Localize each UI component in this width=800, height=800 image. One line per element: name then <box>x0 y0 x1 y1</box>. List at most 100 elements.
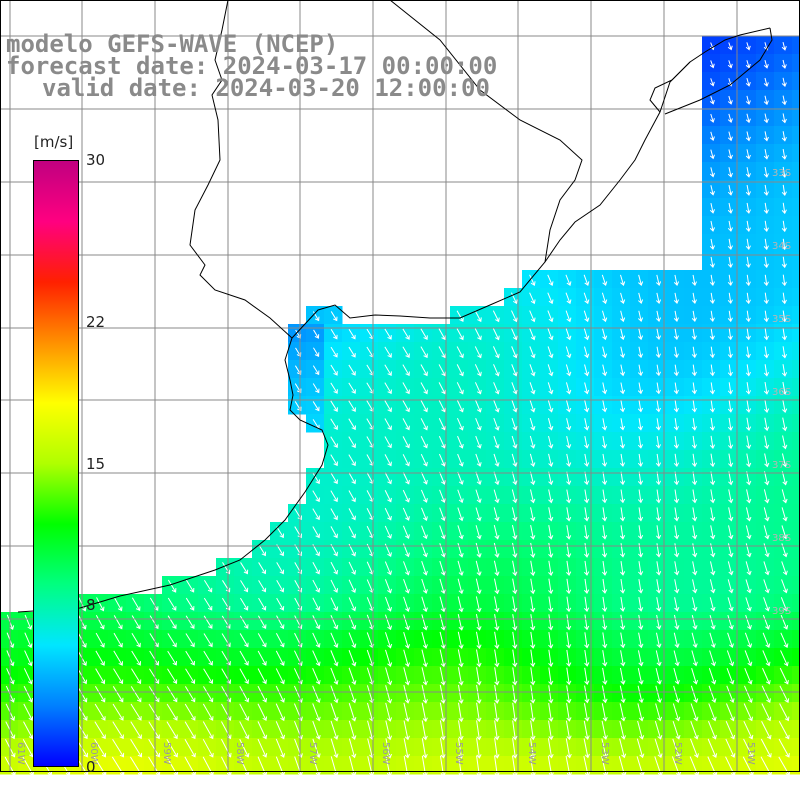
wind-cell <box>666 630 685 649</box>
wind-cell <box>756 306 775 325</box>
wind-cell <box>504 540 523 559</box>
wind-arrow <box>602 328 608 341</box>
wind-arrow <box>312 720 321 740</box>
coastline-lagoon <box>649 27 773 115</box>
wind-arrow <box>403 702 410 723</box>
wind-arrow <box>185 668 196 685</box>
wind-arrow <box>655 703 663 722</box>
wind-arrow <box>727 274 733 287</box>
wind-arrow <box>384 400 392 413</box>
wind-arrow <box>744 667 753 685</box>
wind-cell <box>774 504 793 523</box>
wind-arrow <box>727 292 733 305</box>
wind-arrow <box>565 346 572 359</box>
wind-arrow <box>530 525 536 540</box>
wind-arrow <box>655 400 661 413</box>
wind-arrow <box>601 738 609 759</box>
wind-arrow <box>530 614 536 631</box>
wind-cell <box>792 468 800 487</box>
wind-arrow <box>745 292 751 305</box>
wind-arrow <box>709 292 715 305</box>
wind-arrow <box>475 507 482 522</box>
wind-cell <box>630 432 649 451</box>
wind-arrow <box>367 756 375 777</box>
wind-cell <box>576 720 595 739</box>
wind-arrow <box>745 167 751 178</box>
wind-cell <box>684 468 703 487</box>
wind-cell <box>576 540 595 559</box>
wind-arrow <box>727 167 733 178</box>
wind-arrow <box>602 667 608 685</box>
wind-cell <box>576 594 595 613</box>
wind-arrow <box>673 274 680 286</box>
colorbar <box>33 160 79 767</box>
wind-arrow <box>763 113 769 124</box>
wind-arrow <box>547 292 554 305</box>
wind-arrow <box>602 382 608 395</box>
wind-arrow <box>601 489 608 504</box>
wind-cell <box>774 324 793 343</box>
wind-arrow <box>566 632 572 649</box>
wind-arrow <box>583 328 590 341</box>
wind-cell <box>666 648 685 667</box>
wind-cell <box>576 468 595 487</box>
wind-cell <box>486 738 505 757</box>
wind-cell <box>630 306 649 325</box>
wind-arrow <box>330 615 339 630</box>
wind-cell <box>702 126 721 145</box>
wind-arrow <box>548 720 554 741</box>
wind-arrow <box>566 542 572 558</box>
wind-arrow <box>94 686 106 703</box>
wind-arrow <box>708 685 717 703</box>
wind-cell <box>522 648 541 667</box>
wind-arrow <box>184 703 196 721</box>
wind-arrow <box>384 328 392 340</box>
wind-cell <box>486 486 505 505</box>
wind-cell <box>468 504 487 523</box>
wind-arrow <box>420 436 428 449</box>
wind-cell <box>702 468 721 487</box>
wind-arrow <box>692 507 698 522</box>
wind-cell <box>486 558 505 577</box>
wind-arrow <box>764 435 770 450</box>
wind-arrow <box>584 453 590 467</box>
wind-cell <box>558 540 577 559</box>
wind-arrow <box>601 453 608 467</box>
wind-arrow <box>457 578 464 595</box>
wind-arrow <box>620 650 626 667</box>
wind-cell <box>792 126 800 145</box>
wind-arrow <box>385 685 393 704</box>
wind-cell <box>612 648 631 667</box>
wind-cell <box>540 720 559 739</box>
wind-cell <box>576 522 595 541</box>
wind-arrow <box>566 418 572 431</box>
wind-cell <box>684 324 703 343</box>
wind-cell <box>486 576 505 595</box>
wind-arrow <box>781 453 788 468</box>
wind-cell <box>360 756 379 775</box>
wind-cell <box>522 486 541 505</box>
wind-arrow <box>457 649 464 668</box>
wind-arrow <box>671 756 681 777</box>
wind-cell <box>576 612 595 631</box>
wind-arrow <box>476 720 482 741</box>
wind-cell <box>666 378 685 397</box>
wind-arrow <box>511 471 518 486</box>
wind-arrow <box>530 738 536 759</box>
wind-cell <box>774 414 793 433</box>
wind-arrow <box>781 238 787 251</box>
wind-cell <box>774 162 793 181</box>
wind-cell <box>540 594 559 613</box>
wind-arrow <box>637 489 644 504</box>
wind-arrow <box>781 364 788 377</box>
wind-cell <box>774 432 793 451</box>
wind-cell <box>792 216 800 235</box>
wind-arrow <box>727 328 733 341</box>
wind-arrow <box>330 329 338 340</box>
wind-arrow <box>512 542 518 558</box>
wind-arrow <box>673 632 680 649</box>
coastline-uruguay <box>291 27 771 339</box>
wind-arrow <box>312 738 321 759</box>
wind-arrow <box>548 560 554 577</box>
wind-cell <box>630 666 649 685</box>
